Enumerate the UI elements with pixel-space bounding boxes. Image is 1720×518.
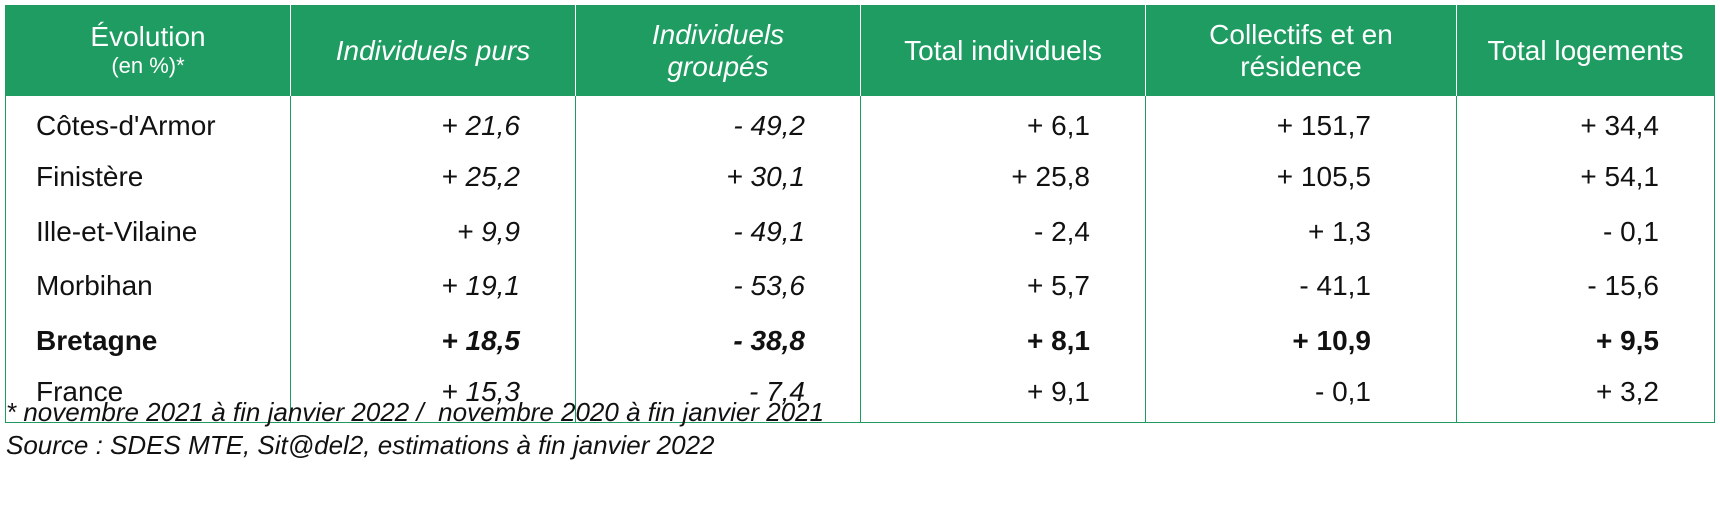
cell-individuels-groupes: + 30,1 — [575, 150, 861, 205]
header-collectifs-residence: Collectifs et en résidence — [1145, 5, 1457, 96]
cell-individuels-purs: + 19,1 — [290, 259, 576, 314]
cell-total-individuels: + 25,8 — [860, 150, 1146, 205]
period-footnote: * novembre 2021 à fin janvier 2022 / nov… — [6, 397, 825, 427]
row-label: Morbihan — [5, 259, 291, 314]
table-header: Évolution (en %)* Individuels purs Indiv… — [5, 5, 1715, 96]
row-label: Bretagne — [5, 313, 291, 368]
cell-total-individuels: + 8,1 — [860, 313, 1146, 368]
row-label: Côtes-d'Armor — [5, 96, 291, 150]
table-row: Côtes-d'Armor + 21,6 - 49,2 + 6,1 + 151,… — [5, 96, 1715, 150]
cell-individuels-purs: + 21,6 — [290, 96, 576, 150]
header-total-logements: Total logements — [1456, 5, 1715, 96]
cell-individuels-groupes: - 49,2 — [575, 96, 861, 150]
table-row: Morbihan + 19,1 - 53,6 + 5,7 - 41,1 - 15… — [5, 259, 1715, 314]
header-evolution-unit: (en %)* — [111, 53, 185, 78]
table-row: Finistère + 25,2 + 30,1 + 25,8 + 105,5 +… — [5, 150, 1715, 205]
header-individuels-groupes: Individuels groupés — [575, 5, 861, 96]
header-evolution-title: Évolution — [90, 21, 206, 52]
cell-collectifs-residence: - 41,1 — [1145, 259, 1457, 314]
cell-individuels-groupes: - 53,6 — [575, 259, 861, 314]
cell-collectifs-residence: - 0,1 — [1145, 368, 1457, 423]
cell-total-individuels: + 6,1 — [860, 96, 1146, 150]
cell-collectifs-residence: + 151,7 — [1145, 96, 1457, 150]
cell-individuels-purs: + 15,3 — [290, 368, 576, 423]
cell-individuels-purs: + 25,2 — [290, 150, 576, 205]
header-evolution: Évolution (en %)* — [5, 5, 291, 96]
source-footnote: Source : SDES MTE, Sit@del2, estimations… — [6, 430, 715, 460]
table-row: Ille-et-Vilaine + 9,9 - 49,1 - 2,4 + 1,3… — [5, 204, 1715, 259]
header-total-individuels: Total individuels — [860, 5, 1146, 96]
cell-total-logements: + 3,2 — [1456, 368, 1715, 423]
row-label: Finistère — [5, 150, 291, 205]
cell-total-logements: + 34,4 — [1456, 96, 1715, 150]
cell-individuels-purs: + 18,5 — [290, 313, 576, 368]
cell-individuels-groupes: - 49,1 — [575, 204, 861, 259]
table-row-bretagne-total: Bretagne + 18,5 - 38,8 + 8,1 + 10,9 + 9,… — [5, 313, 1715, 368]
cell-total-logements: + 9,5 — [1456, 313, 1715, 368]
cell-collectifs-residence: + 105,5 — [1145, 150, 1457, 205]
row-label: France — [5, 368, 291, 423]
cell-total-logements: - 15,6 — [1456, 259, 1715, 314]
cell-individuels-groupes: - 38,8 — [575, 313, 861, 368]
cell-collectifs-residence: + 10,9 — [1145, 313, 1457, 368]
cell-total-logements: - 0,1 — [1456, 204, 1715, 259]
table-body: Côtes-d'Armor + 21,6 - 49,2 + 6,1 + 151,… — [5, 96, 1715, 423]
cell-total-logements: + 54,1 — [1456, 150, 1715, 205]
cell-collectifs-residence: + 1,3 — [1145, 204, 1457, 259]
cell-individuels-purs: + 9,9 — [290, 204, 576, 259]
data-table-container: Évolution (en %)* Individuels purs Indiv… — [5, 5, 1715, 423]
cell-total-individuels: - 2,4 — [860, 204, 1146, 259]
row-label: Ille-et-Vilaine — [5, 204, 291, 259]
header-row: Évolution (en %)* Individuels purs Indiv… — [5, 5, 1715, 96]
table-footnotes: * novembre 2021 à fin janvier 2022 / nov… — [6, 396, 824, 462]
table-row: France + 15,3 - 7,4 + 9,1 - 0,1 + 3,2 — [5, 368, 1715, 423]
cell-total-individuels: + 5,7 — [860, 259, 1146, 314]
cell-total-individuels: + 9,1 — [860, 368, 1146, 423]
housing-evolution-table: Évolution (en %)* Individuels purs Indiv… — [5, 5, 1715, 423]
header-individuels-purs: Individuels purs — [290, 5, 576, 96]
